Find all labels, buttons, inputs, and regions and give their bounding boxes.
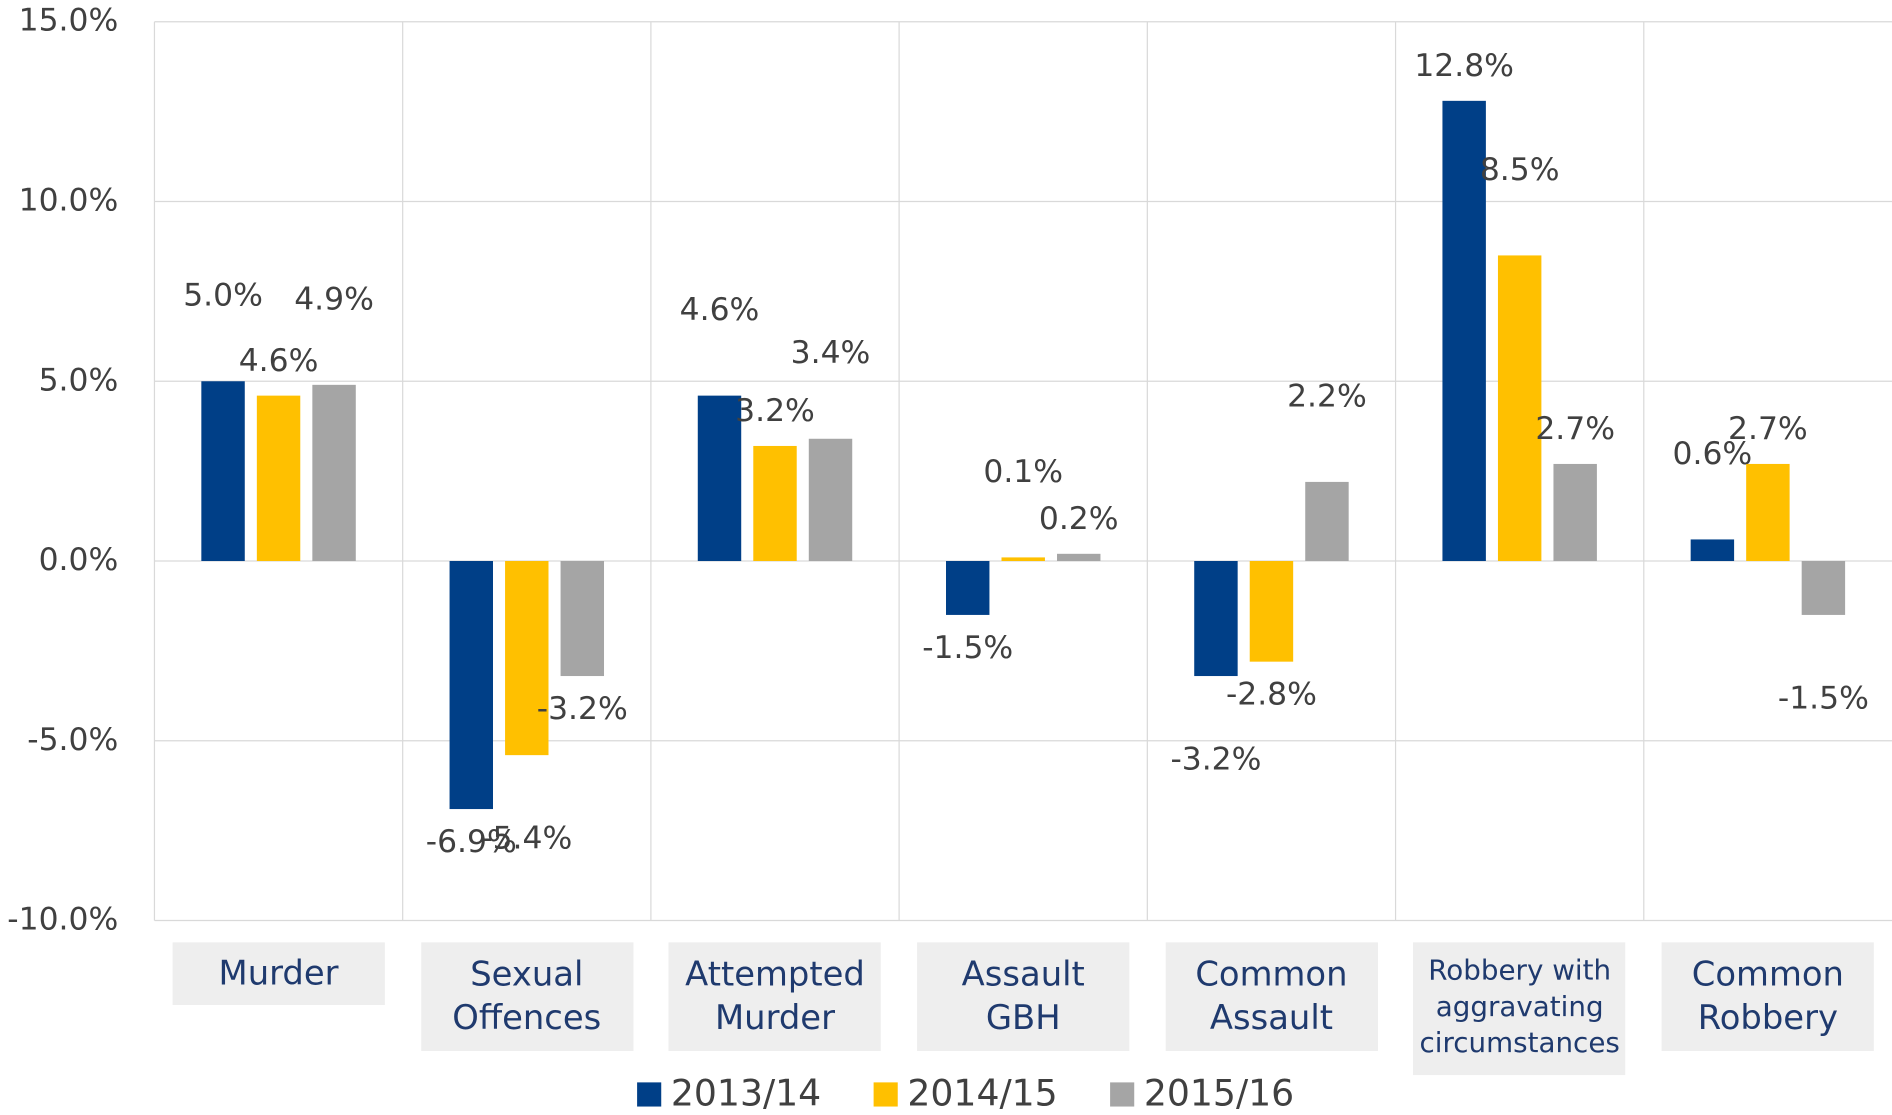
data-label: 4.9% [294,281,374,317]
data-label: 2.7% [1728,411,1808,447]
x-tick-box: Attempted Murder [668,942,882,1051]
bar [1249,561,1294,662]
data-label: 4.6% [680,292,760,328]
legend-swatch [873,1082,898,1107]
bar [201,381,245,562]
bar [312,384,356,562]
bar [256,395,301,562]
data-label: 5.0% [183,278,263,314]
data-label: 4.6% [239,343,319,379]
bar [560,561,605,677]
data-label: 3.4% [791,335,871,371]
x-tick-label: Attempted Murder [668,942,882,1051]
bar [1497,255,1542,562]
x-tick-label: Assault GBH [917,942,1130,1051]
data-label: 0.1% [983,454,1063,490]
legend-swatch [637,1082,662,1107]
bar [1057,553,1101,562]
y-tick-label: 5.0% [39,362,119,398]
x-tick-box: Common Robbery [1661,942,1875,1051]
x-tick-box: Common Assault [1165,942,1378,1051]
data-label: 12.8% [1414,48,1514,84]
bar [1690,539,1735,562]
bar [1001,557,1045,562]
legend-label: 2015/16 [1144,1072,1294,1115]
data-label: -3.2% [537,691,628,727]
data-label: 0.6% [1673,436,1753,472]
bar [1305,481,1349,562]
x-tick-box: Assault GBH [917,942,1130,1051]
data-label: 0.2% [1039,501,1119,537]
bar [449,561,493,810]
data-label: 3.2% [735,393,815,429]
y-tick-label: 0.0% [39,542,119,578]
x-tick-label: Robbery with aggravating circumstances [1413,942,1626,1076]
data-label: -5.4% [481,821,572,857]
data-label: 8.5% [1480,152,1560,188]
legend-label: 2013/14 [671,1072,821,1115]
x-tick-box: Murder [172,942,385,1006]
bar [1194,561,1238,677]
legend-swatch [1110,1082,1135,1107]
bar [1442,100,1486,562]
bar [1746,463,1790,562]
data-label: -1.5% [1778,680,1869,716]
y-tick-label: -5.0% [27,722,118,758]
x-tick-label: Murder [172,942,385,1006]
legend-label: 2014/15 [907,1072,1057,1115]
x-tick-label: Common Robbery [1661,942,1875,1051]
y-tick-label: 10.0% [19,182,119,218]
bar [697,395,742,562]
data-label: 2.7% [1535,411,1615,447]
data-label: -1.5% [922,630,1013,666]
bar [1553,463,1597,562]
bar [753,445,797,562]
data-label: -3.2% [1170,742,1261,778]
data-label: 2.2% [1287,378,1367,414]
data-label: -2.8% [1226,676,1317,712]
bar [808,438,853,562]
x-tick-label: Common Assault [1165,942,1378,1051]
x-tick-label: Sexual Offences [420,942,633,1051]
bar [505,561,549,756]
bar [946,561,990,615]
x-tick-box: Sexual Offences [420,942,633,1051]
y-tick-label: -10.0% [7,901,118,937]
x-tick-box: Robbery with aggravating circumstances [1413,942,1626,1076]
y-tick-label: 15.0% [19,3,119,39]
bar [1801,561,1846,615]
data-label: -6.9% [426,824,517,860]
